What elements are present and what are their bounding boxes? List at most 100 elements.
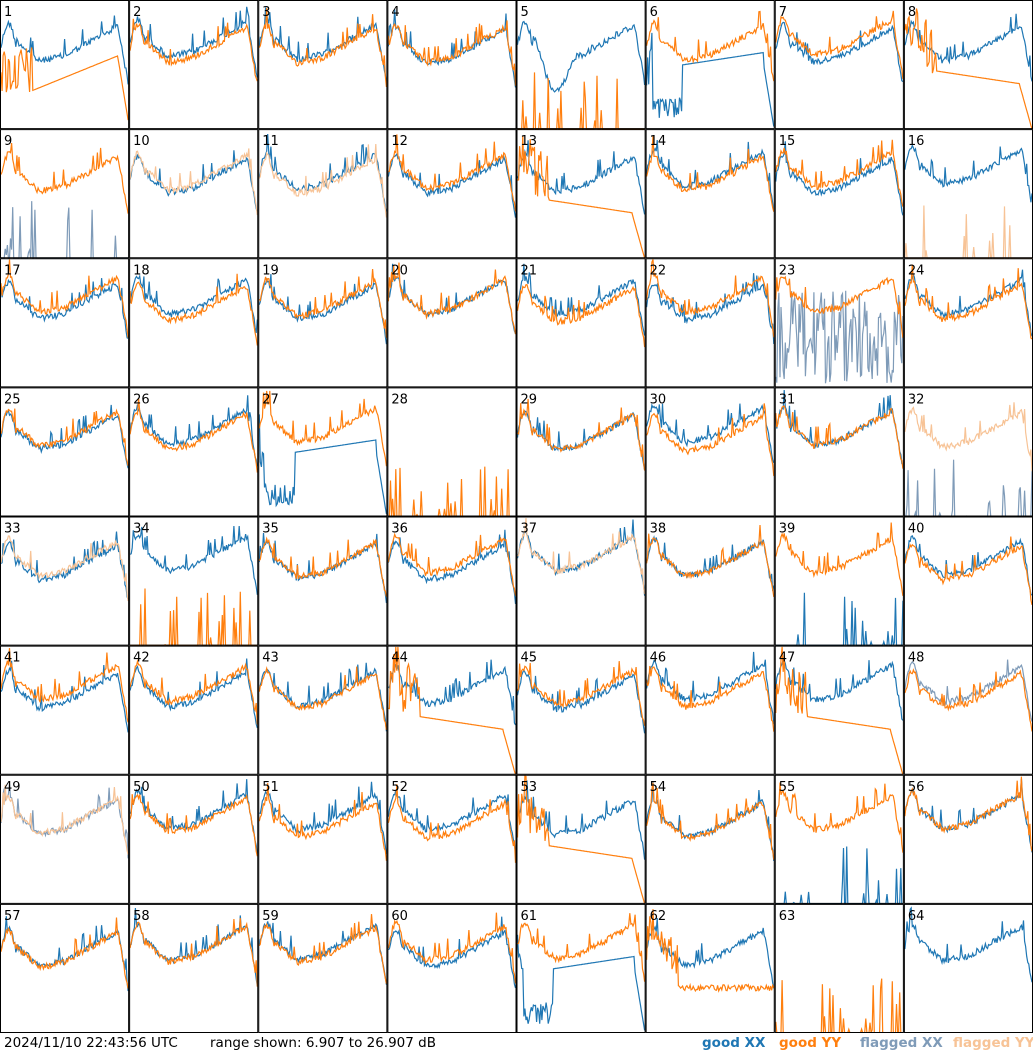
panel-border-10 [129,129,259,259]
good-yy-trace-31 [775,405,904,469]
good-yy-trace-8 [904,8,1033,130]
panel-label-52: 52 [391,780,408,795]
panel-48: 48 [903,645,1033,775]
good-yy-trace-3 [258,8,387,88]
good-xx-trace-42 [129,658,258,729]
panel-label-45: 45 [521,651,538,666]
panel-label-34: 34 [133,522,150,537]
panel-23: 23 [774,258,904,388]
panel-label-37: 37 [521,522,538,537]
panel-border-27 [258,387,388,517]
panel-1: 1 [0,0,130,130]
footer: 2024/11/10 22:43:56 UTC range shown: 6.9… [0,1033,1033,1053]
good-yy-trace-2 [129,18,258,82]
panel-18: 18 [129,258,259,388]
panel-border-9 [0,129,130,259]
panel-border-20 [387,258,517,388]
panel-45: 45 [516,645,646,775]
good-xx-trace-40 [904,535,1033,596]
panel-label-56: 56 [908,780,925,795]
good-yy-trace-62 [646,909,775,993]
good-yy-trace-44 [388,646,517,775]
good-yy-trace-52 [387,784,517,863]
good-xx-trace-58 [129,907,258,987]
panel-border-59 [258,903,388,1033]
legend-good-xx: good XX [702,1035,766,1051]
good-xx-trace-35 [258,532,387,604]
panel-label-6: 6 [650,5,658,20]
panel-37: 37 [516,516,646,646]
panel-54: 54 [645,774,775,904]
panel-27: 27 [258,387,388,517]
panel-49: 49 [0,774,130,904]
panel-label-5: 5 [521,5,529,20]
panel-13: 13 [516,129,646,259]
panel-8: 8 [903,0,1033,130]
good-yy-trace-59 [258,914,387,984]
good-xx-trace-12 [387,153,517,218]
legend-flagged-yy: flagged YY [953,1035,1033,1051]
panel-label-51: 51 [262,780,279,795]
panel-label-1: 1 [4,5,12,20]
panel-2: 2 [129,0,259,130]
panel-12: 12 [387,129,517,259]
panel-border-4 [387,0,517,130]
panel-53: 53 [516,774,646,904]
panel-border-14 [645,129,775,259]
panel-34: 34 [129,516,259,648]
panel-60: 60 [387,903,517,1033]
panel-label-18: 18 [133,263,150,278]
good-yy-trace-58 [129,918,258,987]
flagged-xx-trace-48 [904,659,1033,722]
panel-55: 55 [774,774,904,905]
good-yy-trace-41 [0,648,129,723]
good-xx-trace-27 [258,414,387,515]
panel-20: 20 [387,258,517,388]
good-xx-trace-16 [904,143,1033,203]
good-xx-trace-53 [516,780,646,860]
panel-22: 22 [645,258,775,388]
panel-border-7 [774,0,904,130]
good-xx-trace-41 [0,660,129,733]
good-yy-trace-22 [646,259,775,338]
good-xx-trace-50 [129,779,258,854]
panel-label-22: 22 [650,263,667,278]
panel-61: 61 [516,903,646,1033]
panel-label-41: 41 [4,651,21,666]
good-yy-trace-63 [775,978,903,1033]
good-xx-trace-13 [516,140,646,215]
good-xx-trace-21 [516,263,646,336]
panel-label-31: 31 [779,392,796,407]
good-xx-trace-17 [0,278,129,339]
good-yy-trace-20 [387,262,517,335]
good-xx-trace-55 [775,846,903,905]
panel-label-58: 58 [133,909,150,924]
panel-40: 40 [903,516,1033,646]
panel-label-26: 26 [133,392,150,407]
panel-label-14: 14 [650,134,667,149]
panel-border-55 [774,774,904,904]
panel-border-17 [0,258,130,388]
panel-border-29 [516,387,646,517]
panel-border-8 [903,0,1033,130]
good-xx-trace-14 [646,139,775,212]
panel-44: 44 [387,645,517,775]
good-yy-trace-5 [517,72,645,130]
good-yy-trace-18 [129,273,258,346]
good-yy-trace-27 [258,390,387,467]
good-yy-trace-35 [258,536,387,597]
flagged-yy-trace-37 [517,517,646,595]
good-xx-trace-34 [129,525,258,595]
good-yy-trace-14 [646,136,775,212]
panel-label-61: 61 [521,909,538,924]
panel-38: 38 [645,516,775,646]
panel-11: 11 [258,129,388,259]
panel-label-25: 25 [4,392,21,407]
panel-label-44: 44 [391,651,408,666]
panel-border-37 [516,516,646,646]
good-yy-trace-12 [388,134,517,212]
panel-label-40: 40 [908,522,925,537]
panel-border-5 [516,0,646,130]
panel-label-48: 48 [908,651,925,666]
